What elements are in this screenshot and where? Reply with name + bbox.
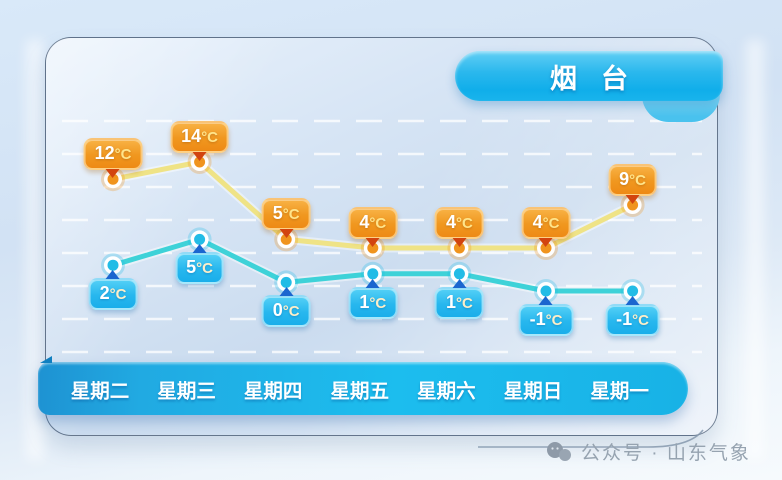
high-temp-badge: 4°C (521, 207, 571, 239)
low-temp-badge: -1°C (518, 304, 574, 336)
day-label: 星期五 (330, 380, 390, 402)
day-label: 星期二 (70, 380, 130, 402)
high-temp-badge: 4°C (434, 207, 484, 239)
day-label: 星期一 (590, 380, 649, 402)
day-label: 星期日 (503, 380, 563, 402)
city-title: 烟台 (550, 63, 652, 94)
low-temp-badge: 1°C (348, 286, 398, 319)
wechat-icon (547, 441, 571, 461)
high-temp-badge: 5°C (261, 198, 311, 231)
background-highlight-right (746, 40, 764, 460)
footer-label: 公众号 · 山东气象 (581, 443, 751, 464)
background-highlight-left (26, 40, 44, 460)
high-temp-badge: 9°C (608, 164, 658, 196)
footer-watermark: 公众号 · 山东气象 (545, 438, 751, 465)
low-temp-badge: 2°C (88, 278, 138, 311)
low-temp-badge: 0°C (261, 295, 311, 328)
low-temp-badge: 1°C (434, 286, 484, 319)
high-temp-badge: 12°C (83, 138, 143, 171)
low-temp-badge: 5°C (175, 252, 225, 285)
week-day-bar: 星期二 星期三 星期四 星期五 星期六 星期日 星期一 (38, 356, 688, 415)
day-label: 星期六 (417, 380, 476, 402)
low-temp-badge: -1°C (605, 304, 661, 336)
day-label: 星期三 (157, 380, 216, 402)
city-ribbon: 烟台 (455, 51, 723, 101)
day-label: 星期四 (243, 380, 303, 402)
high-temp-badge: 14°C (170, 121, 230, 153)
high-temp-badge: 4°C (348, 207, 398, 239)
